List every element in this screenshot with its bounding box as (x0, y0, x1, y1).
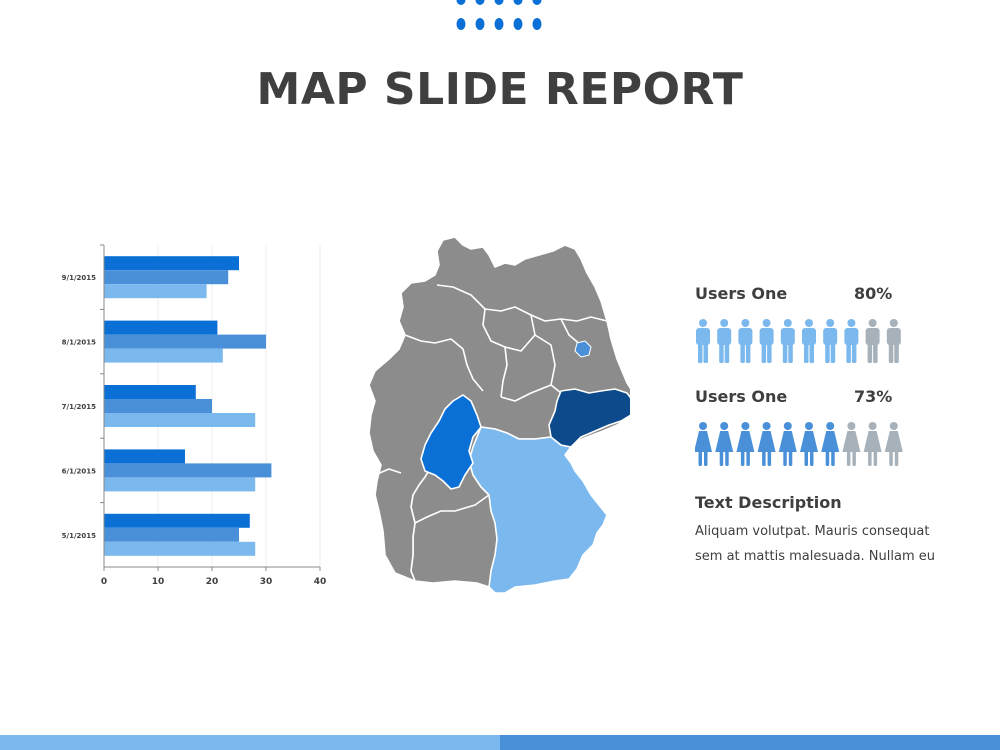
description-text: Aliquam volutpat. Mauris consequat sem a… (695, 524, 935, 564)
female-person-icon (736, 422, 755, 466)
category-label: 6/1/2015 (62, 467, 96, 475)
male-person-icon (886, 319, 901, 363)
stat-label: Users One (695, 387, 788, 406)
stat-block-female: Users One 73% (695, 387, 915, 466)
female-person-icon (757, 422, 776, 466)
footer-bar-left (0, 735, 500, 750)
germany-map (368, 236, 630, 594)
bar (104, 413, 256, 427)
footer-bar-right (500, 735, 1000, 750)
male-person-icon (759, 319, 774, 363)
bar (104, 348, 223, 363)
stat-percent: 73% (854, 387, 893, 406)
x-tick-label: 0 (101, 577, 107, 587)
stat-label: Users One (695, 284, 788, 303)
male-people-row (696, 319, 901, 363)
bar (104, 513, 250, 528)
bar (104, 385, 196, 399)
bar-chart: 9/1/2015 8/1/2015 7/1/2015 6/1/2015 5/1/2015… (62, 244, 327, 587)
x-tick-label: 30 (260, 577, 273, 587)
map-region-saxony (548, 388, 630, 448)
page-title: MAP SLIDE REPORT (256, 64, 744, 115)
male-person-icon (823, 319, 838, 363)
female-person-icon (800, 422, 818, 466)
bar (104, 320, 218, 335)
category-label: 8/1/2015 (62, 339, 96, 347)
x-tick-label: 20 (206, 577, 219, 587)
bar (104, 463, 272, 478)
male-person-icon (780, 319, 795, 363)
male-person-icon (696, 319, 710, 363)
bar (104, 256, 239, 271)
stat-block-male: Users One 80% (695, 284, 915, 363)
bar (104, 527, 239, 542)
male-person-icon (844, 319, 859, 363)
female-person-icon (715, 422, 734, 466)
map-region-hesse (420, 394, 482, 490)
bar (104, 477, 256, 492)
decorative-dots-icon (456, 0, 542, 30)
female-person-icon (778, 422, 797, 466)
bar (104, 334, 266, 349)
category-label: 7/1/2015 (62, 403, 96, 411)
bar (104, 270, 229, 285)
category-label: 5/1/2015 (62, 532, 96, 540)
female-person-icon (863, 422, 882, 466)
bar (104, 449, 185, 464)
bar (104, 541, 256, 556)
bar (104, 399, 212, 413)
bar (104, 284, 207, 299)
x-tick-label: 40 (314, 577, 327, 587)
female-person-icon (884, 422, 903, 466)
female-person-icon (695, 422, 712, 466)
female-person-icon (842, 422, 861, 466)
male-person-icon (865, 319, 880, 363)
female-person-icon (821, 422, 840, 466)
stat-percent: 80% (854, 284, 893, 303)
description-title: Text Description (695, 493, 842, 512)
male-person-icon (717, 319, 732, 363)
female-people-row (695, 422, 903, 466)
category-label: 9/1/2015 (62, 274, 96, 282)
x-tick-label: 10 (152, 577, 165, 587)
male-person-icon (802, 319, 816, 363)
map-region-berlin (574, 340, 592, 358)
male-person-icon (738, 319, 753, 363)
